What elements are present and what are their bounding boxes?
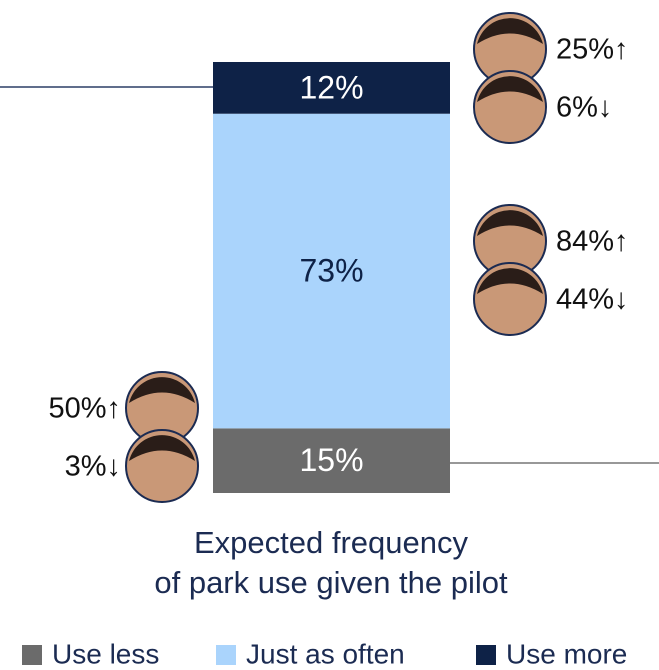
bar-segment <box>213 428 450 493</box>
annotation: 25%↑ <box>556 34 629 66</box>
x-axis-label: Expected frequency <box>194 525 469 560</box>
annotation: 50%↑ <box>48 393 121 425</box>
annotation: 44%↓ <box>556 284 629 316</box>
bar-segment <box>213 113 450 429</box>
data-label: 12% <box>299 69 363 105</box>
avatar-hair <box>129 377 195 403</box>
annotation: 84%↑ <box>556 226 629 258</box>
legend-swatch <box>216 645 236 665</box>
annotation: 6%↓ <box>556 92 612 124</box>
legend-label: Just as often <box>246 638 405 669</box>
legend-label: Use less <box>52 638 159 669</box>
avatar-hair <box>477 210 543 236</box>
data-label: 73% <box>299 252 363 288</box>
avatar-hair <box>477 268 543 294</box>
x-axis-label: of park use given the pilot <box>154 565 508 600</box>
legend-label: Use more <box>506 638 627 669</box>
avatar-hair <box>477 18 543 44</box>
annotation: 3%↓ <box>65 451 121 483</box>
avatar-hair <box>129 435 195 461</box>
bar-segment <box>213 62 450 114</box>
avatar-hair <box>477 76 543 102</box>
legend-swatch <box>22 645 42 665</box>
legend-swatch <box>476 645 496 665</box>
data-label: 15% <box>299 442 363 478</box>
